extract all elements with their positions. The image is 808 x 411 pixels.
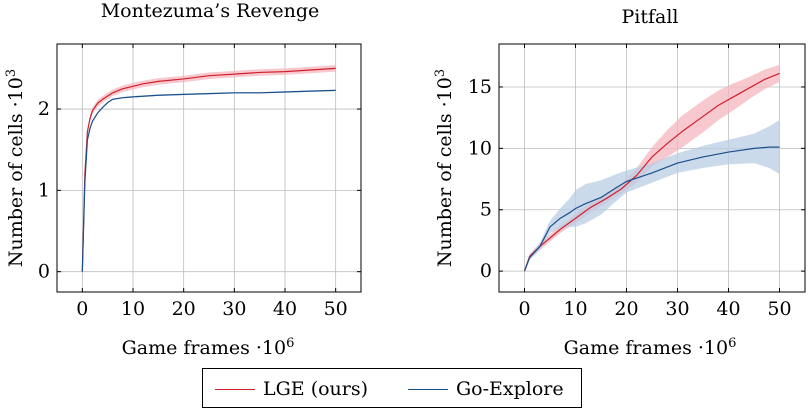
legend-swatch-lge (215, 388, 255, 390)
legend: LGE (ours) Go-Explore (202, 368, 582, 408)
y-tick-label: 5 (480, 199, 492, 221)
legend-item-lge: LGE (ours) (215, 377, 368, 401)
x-tick-label: 20 (614, 298, 638, 320)
chart-pitfall: Pitfall Game frames ·106 Number of cells… (433, 6, 806, 359)
x-tick-label: 50 (324, 298, 348, 320)
x-tick-label: 0 (518, 298, 530, 320)
y-tick-label: 10 (468, 137, 492, 159)
y-tick-label: 0 (38, 261, 50, 283)
legend-swatch-go-explore (408, 388, 448, 390)
series-line-lge (523, 72, 780, 272)
x-tick-label: 20 (172, 298, 196, 320)
chart-canvas: Montezuma’s Revenge Game frames ·106 Num… (4, 0, 806, 359)
series-line-go-explore (81, 89, 336, 272)
chart-montezuma: Montezuma’s Revenge Game frames ·106 Num… (4, 0, 362, 359)
x-tick-label: 40 (716, 298, 740, 320)
chart-title: Montezuma’s Revenge (101, 0, 320, 22)
chart-title: Pitfall (621, 6, 678, 28)
x-tick-label: 30 (222, 298, 246, 320)
x-tick-label: 40 (273, 298, 297, 320)
x-tick-label: 10 (563, 298, 587, 320)
y-tick-label: 15 (468, 76, 492, 98)
series-line-go-explore (523, 146, 780, 272)
y-tick-label: 2 (38, 98, 50, 120)
band-go-explore (524, 120, 780, 273)
y-tick-label: 0 (480, 260, 492, 282)
y-tick-label: 1 (38, 179, 50, 201)
plot-frame (498, 43, 806, 293)
legend-label-go-explore: Go-Explore (456, 378, 564, 400)
band-lge (82, 65, 336, 275)
x-tick-label: 0 (76, 298, 88, 320)
plot-frame (56, 43, 362, 293)
legend-label-lge: LGE (ours) (263, 378, 369, 400)
x-axis-label: Game frames ·106 (122, 336, 295, 360)
x-tick-label: 30 (665, 298, 689, 320)
band-go-explore (82, 89, 336, 273)
band-lge (524, 64, 780, 273)
x-tick-label: 50 (767, 298, 791, 320)
y-axis-label: Number of cells ·103 (4, 69, 28, 267)
x-axis-label: Game frames ·106 (564, 336, 737, 360)
legend-item-go-explore: Go-Explore (408, 377, 564, 401)
y-axis-label: Number of cells ·103 (433, 69, 457, 267)
series-line-lge (81, 67, 336, 272)
x-tick-label: 10 (121, 298, 145, 320)
